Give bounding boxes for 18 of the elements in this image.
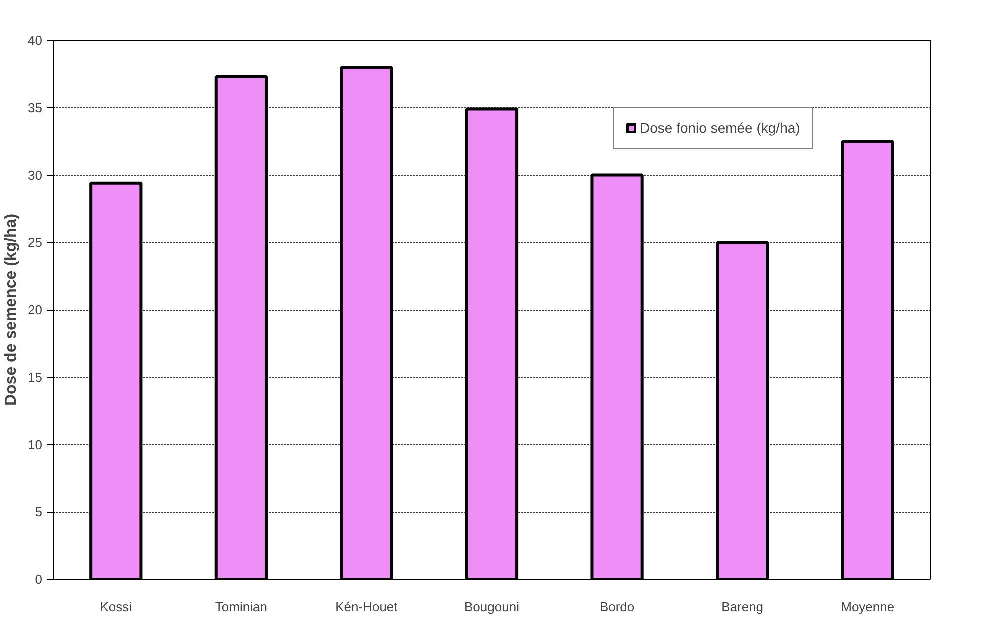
y-tick-label: 35: [28, 100, 43, 116]
x-tick-label: Bareng: [722, 600, 764, 614]
y-axis-title: Dose de semence (kg/ha): [3, 214, 20, 406]
x-tick-label: Kossi: [100, 600, 132, 614]
legend-label: Dose fonio semée (kg/ha): [640, 120, 800, 136]
y-tick-label: 25: [28, 235, 43, 250]
y-tick-label: 15: [28, 370, 43, 385]
x-tick-label: Bougouni: [464, 600, 520, 614]
x-tick-label: Moyenne: [841, 600, 895, 614]
x-tick-label: Bordo: [600, 600, 635, 614]
x-tick-label: Kén-Houet: [336, 600, 398, 614]
x-tick-label: Tominian: [215, 600, 268, 614]
y-tick-label: 10: [28, 437, 43, 452]
y-tick-label: 30: [28, 168, 43, 183]
y-tick-label: 20: [28, 302, 43, 318]
y-tick-label: 5: [35, 504, 43, 520]
y-tick-label: 40: [28, 33, 43, 48]
y-tick-label: 0: [35, 572, 43, 587]
